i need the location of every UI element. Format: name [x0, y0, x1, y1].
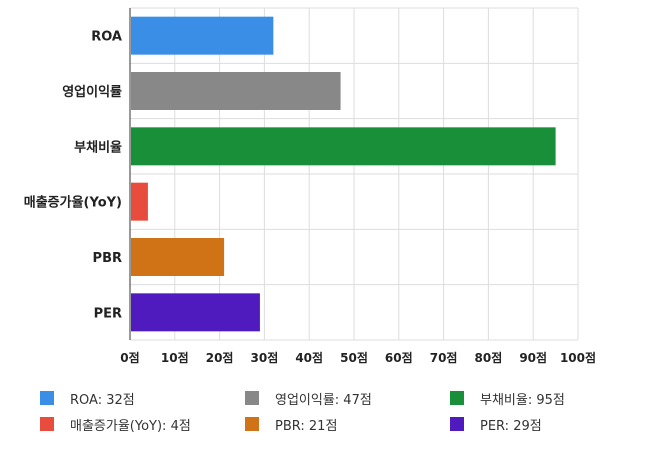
legend-label: 매출증가율(YoY): 4점	[70, 418, 191, 434]
legend-item-pbr[interactable]: PBR: 21점	[245, 415, 450, 434]
bar[interactable]	[131, 72, 341, 110]
x-tick-label: 50점	[340, 350, 368, 365]
tick-labels: 0점 10점 20점 30점 40점 50점 60점 70점 80점 90점 100점	[120, 350, 596, 365]
legend-label: PBR: 21점	[275, 418, 338, 434]
legend-swatch	[40, 391, 54, 405]
x-tick-label: 0점	[120, 350, 139, 365]
legend-swatch	[245, 391, 259, 405]
legend-swatch	[245, 417, 259, 431]
legend-item-per[interactable]: PER: 29점	[450, 415, 640, 434]
legend-swatch	[40, 417, 54, 431]
bar[interactable]	[131, 182, 148, 221]
category-label: PBR	[93, 251, 122, 266]
legend-swatch	[450, 391, 464, 405]
category-label: 부채비율	[74, 139, 122, 155]
bars	[131, 16, 556, 332]
legend: ROA: 32점 영업이익률: 47점 부채비율: 95점 매출증가율(YoY)…	[40, 389, 640, 434]
x-tick-label: 10점	[161, 350, 189, 365]
legend-label: ROA: 32점	[70, 392, 135, 408]
x-tick-label: 60점	[385, 350, 413, 365]
category-label: 매출증가율(YoY)	[24, 195, 122, 211]
x-tick-label: 70점	[430, 350, 458, 365]
legend-item-debt-ratio[interactable]: 부채비율: 95점	[450, 389, 640, 408]
legend-swatch	[450, 417, 464, 431]
category-label: 영업이익률	[62, 84, 122, 100]
bar[interactable]	[131, 293, 260, 332]
x-tick-label: 90점	[519, 350, 547, 365]
bar[interactable]	[131, 127, 556, 166]
bar[interactable]	[131, 16, 274, 55]
category-label: PER	[94, 306, 122, 321]
legend-item-sales-growth[interactable]: 매출증가율(YoY): 4점	[40, 415, 245, 434]
x-tick-label: 20점	[206, 350, 234, 365]
bar[interactable]	[131, 238, 225, 276]
legend-item-roa[interactable]: ROA: 32점	[40, 389, 245, 408]
legend-item-operating-margin[interactable]: 영업이익률: 47점	[245, 389, 450, 408]
legend-label: 영업이익률: 47점	[275, 392, 372, 408]
x-tick-label: 100점	[560, 350, 596, 365]
x-tick-label: 30점	[251, 350, 279, 365]
grid-lines	[129, 7, 579, 341]
x-tick-label: 40점	[295, 350, 323, 365]
category-label: ROA	[91, 30, 122, 45]
legend-label: PER: 29점	[480, 418, 542, 434]
legend-label: 부채비율: 95점	[480, 392, 565, 408]
x-tick-label: 80점	[475, 350, 503, 365]
